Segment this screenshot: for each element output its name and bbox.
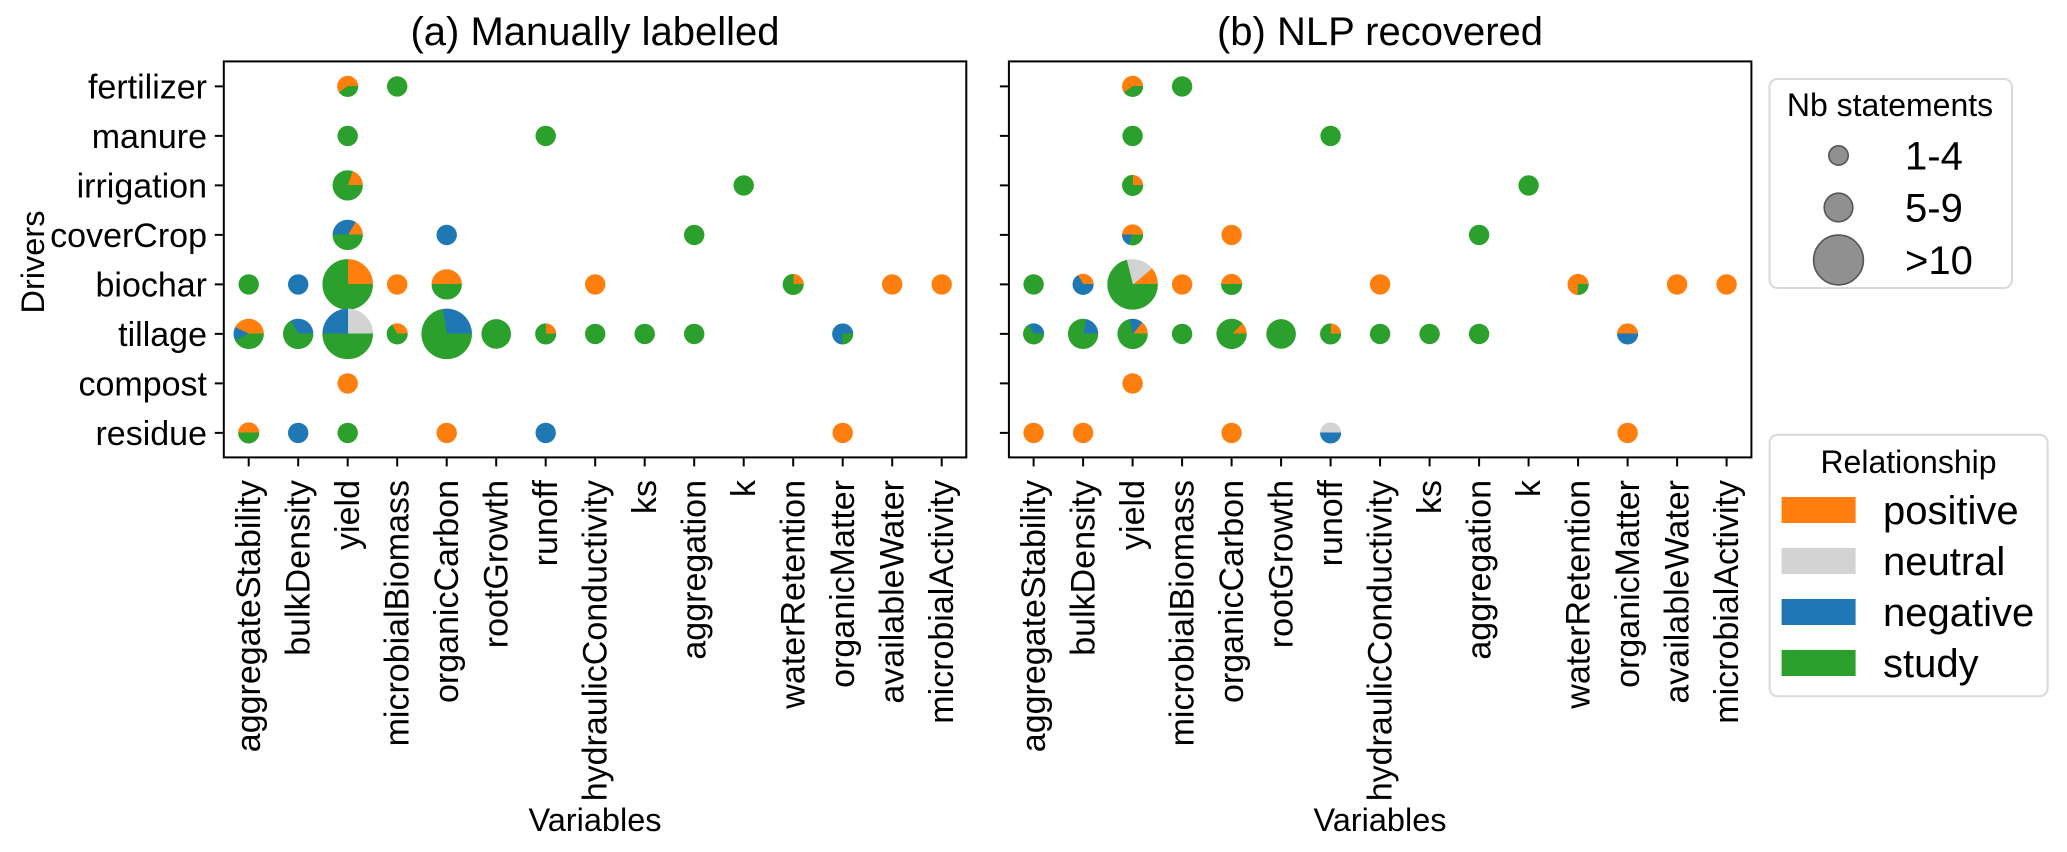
svg-text:coverCrop: coverCrop xyxy=(50,217,207,255)
svg-text:manure: manure xyxy=(92,118,207,156)
svg-text:compost: compost xyxy=(79,365,208,403)
svg-text:waterRetention: waterRetention xyxy=(1560,480,1598,710)
svg-text:waterRetention: waterRetention xyxy=(775,480,813,710)
svg-text:hydraulicConductivity: hydraulicConductivity xyxy=(1362,480,1400,801)
svg-text:hydraulicConductivity: hydraulicConductivity xyxy=(577,480,615,801)
svg-text:microbialBiomass: microbialBiomass xyxy=(1164,480,1202,746)
svg-text:microbialBiomass: microbialBiomass xyxy=(379,480,417,746)
svg-text:1-4: 1-4 xyxy=(1905,135,1963,179)
svg-text:Relationship: Relationship xyxy=(1820,444,1996,480)
svg-text:tillage: tillage xyxy=(118,316,207,354)
svg-text:k: k xyxy=(1510,479,1548,497)
svg-text:aggregation: aggregation xyxy=(1461,480,1499,660)
svg-text:neutral: neutral xyxy=(1883,540,2005,584)
svg-text:(a) Manually labelled: (a) Manually labelled xyxy=(410,10,779,54)
svg-text:>10: >10 xyxy=(1905,239,1973,283)
svg-text:yield: yield xyxy=(329,480,367,550)
svg-text:aggregateStability: aggregateStability xyxy=(230,480,268,752)
svg-text:fertilizer: fertilizer xyxy=(88,68,207,106)
svg-text:microbialActivity: microbialActivity xyxy=(923,480,961,724)
svg-text:5-9: 5-9 xyxy=(1905,187,1963,231)
svg-text:Drivers: Drivers xyxy=(15,211,51,314)
svg-text:Variables: Variables xyxy=(1313,802,1446,838)
svg-text:rootGrowth: rootGrowth xyxy=(478,480,516,648)
svg-text:availableWater: availableWater xyxy=(1659,480,1697,704)
svg-text:runoff: runoff xyxy=(1312,479,1350,566)
svg-text:bulkDensity: bulkDensity xyxy=(1065,480,1103,656)
svg-text:runoff: runoff xyxy=(527,479,565,566)
svg-text:residue: residue xyxy=(95,415,207,453)
svg-text:k: k xyxy=(725,479,763,497)
svg-text:organicMatter: organicMatter xyxy=(824,480,862,688)
svg-text:aggregateStability: aggregateStability xyxy=(1015,480,1053,752)
svg-text:microbialActivity: microbialActivity xyxy=(1708,480,1746,724)
svg-text:aggregation: aggregation xyxy=(676,480,714,660)
svg-text:rootGrowth: rootGrowth xyxy=(1263,480,1301,648)
svg-text:(b) NLP recovered: (b) NLP recovered xyxy=(1217,10,1543,54)
svg-text:negative: negative xyxy=(1883,591,2034,635)
svg-text:study: study xyxy=(1883,642,1979,686)
svg-text:organicMatter: organicMatter xyxy=(1609,480,1647,688)
svg-text:bulkDensity: bulkDensity xyxy=(280,480,318,656)
svg-text:ks: ks xyxy=(626,480,664,514)
svg-text:Variables: Variables xyxy=(528,802,661,838)
svg-text:organicCarbon: organicCarbon xyxy=(428,480,466,703)
svg-text:yield: yield xyxy=(1114,480,1152,550)
svg-text:biochar: biochar xyxy=(95,266,207,304)
svg-text:ks: ks xyxy=(1411,480,1449,514)
svg-text:positive: positive xyxy=(1883,489,2019,533)
svg-text:organicCarbon: organicCarbon xyxy=(1213,480,1251,703)
svg-text:Nb statements: Nb statements xyxy=(1787,87,1993,123)
svg-text:irrigation: irrigation xyxy=(77,167,207,205)
svg-text:availableWater: availableWater xyxy=(874,480,912,704)
